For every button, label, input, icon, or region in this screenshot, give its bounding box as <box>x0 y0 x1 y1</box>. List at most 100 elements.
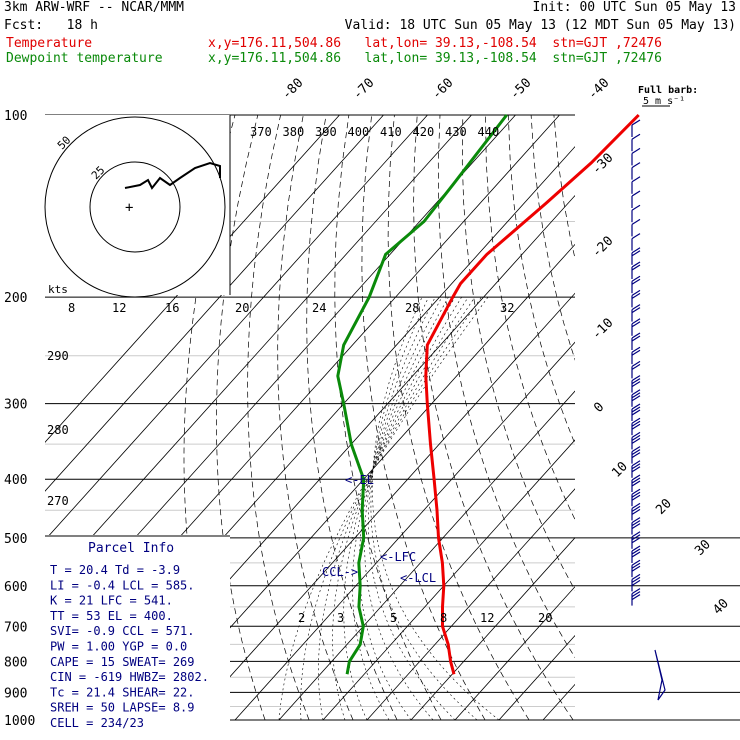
isotherm-top-label: 28 <box>405 301 419 315</box>
wind-barb <box>631 304 641 322</box>
wind-barb <box>631 474 641 492</box>
wind-barb <box>631 332 641 350</box>
pressure-tick-label: 900 <box>4 686 27 701</box>
isotherm-label: -70 <box>350 76 377 103</box>
temperature-legend-info: x,y=176.11,504.86 lat,lon= 39.13,-108.54… <box>208 36 662 51</box>
isotherm-top-label: 20 <box>235 301 249 315</box>
wind-barb <box>631 147 641 166</box>
wind-barb <box>631 119 641 137</box>
moist-adiabat <box>300 296 482 720</box>
barb-legend-value: 5 m s⁻¹ <box>643 96 685 107</box>
wind-barb <box>631 204 641 223</box>
isotherm-label: -20 <box>589 234 616 261</box>
lfc-marker: <-LFC <box>380 550 416 564</box>
isotherm-line <box>410 537 575 720</box>
dry-adiabat <box>387 115 530 720</box>
temperature-line <box>424 113 640 675</box>
wind-barb <box>631 247 641 265</box>
isotherm-label: 10 <box>609 459 631 481</box>
theta-label: 430 <box>445 125 467 139</box>
pressure-tick-label: 200 <box>4 291 27 306</box>
parcel-info-row: TT = 53 EL = 400. <box>50 609 173 623</box>
wind-barb <box>631 261 641 279</box>
theta-label: 390 <box>315 125 337 139</box>
parcel-info-row: PW = 1.00 YGP = 0.0 <box>50 640 187 654</box>
isotherm-label: -30 <box>589 151 616 178</box>
wind-barb <box>631 588 641 606</box>
parcel-info-row: K = 21 LFC = 541. <box>50 594 173 608</box>
wind-barb <box>631 531 641 549</box>
moist-adiabat <box>372 296 500 720</box>
el-marker: <-EL <box>345 473 374 487</box>
isotherm-line <box>234 341 575 720</box>
wind-barb <box>631 502 641 521</box>
isotherm-line <box>45 115 428 541</box>
isotherm-line <box>278 390 575 720</box>
isotherm-label: 0 <box>591 400 607 416</box>
dry-adiabat <box>277 115 354 720</box>
wind-barb <box>631 318 641 336</box>
dry-adiabat <box>437 115 575 659</box>
isotherm-line <box>45 115 472 590</box>
dry-adiabat <box>485 115 575 521</box>
isotherm-top-label: 32 <box>500 301 514 315</box>
wind-barb <box>631 218 641 237</box>
isotherm-line <box>322 439 575 720</box>
mixing-ratio-label: 2 <box>298 611 305 625</box>
ccl-marker: CCL-> <box>322 565 358 579</box>
valid-time: Valid: 18 UTC Sun 05 May 13 (12 MDT Sun … <box>344 18 736 33</box>
dry-adiabat <box>645 115 740 720</box>
theta-label: 410 <box>380 125 402 139</box>
model-title: 3km ARW-WRF -- NCAR/MMM <box>4 0 185 15</box>
parcel-info-row: SREH = 50 LAPSE= 8.9 <box>50 701 195 715</box>
wind-barb <box>631 417 641 436</box>
init-time: Init: 00 UTC Sun 05 May 13 <box>532 0 737 15</box>
wind-barb <box>631 176 641 194</box>
wind-barb <box>631 517 641 535</box>
dry-adiabat <box>691 115 740 720</box>
moist-adiabat <box>278 296 489 720</box>
isotherm-top-label: 16 <box>165 301 179 315</box>
pressure-tick-label: 1000 <box>4 714 35 729</box>
pressure-tick-label: 700 <box>4 620 27 635</box>
moist-adiabat <box>358 296 449 720</box>
hodograph-trace <box>124 161 221 190</box>
temperature-legend-label: Temperature <box>6 36 93 51</box>
mixing-ratio-label: 12 <box>480 611 494 625</box>
isotherm-label: -50 <box>507 76 534 103</box>
dry-adiabat <box>530 115 575 361</box>
wind-barb <box>631 545 641 563</box>
hodograph-ring-25 <box>89 161 181 253</box>
left-theta-label: 290 <box>47 349 69 363</box>
parcel-info-title: Parcel Info <box>88 541 174 556</box>
dry-adiabat <box>461 115 575 591</box>
wind-barb <box>631 460 641 478</box>
dewpoint-legend-label: Dewpoint temperature <box>6 51 163 66</box>
theta-label: 420 <box>413 125 435 139</box>
parcel-info-row: T = 20.4 Td = -3.9 <box>50 563 180 577</box>
pressure-tick-label: 100 <box>4 109 27 124</box>
wind-barb <box>631 559 641 578</box>
parcel-info-row: LI = -0.4 LCL = 585. <box>50 578 195 592</box>
wind-barb <box>631 275 641 294</box>
dry-adiabat <box>668 115 740 720</box>
dry-adiabat <box>507 115 575 445</box>
isotherm-label: -60 <box>429 76 456 103</box>
hodograph-origin: + <box>125 200 133 216</box>
wind-barb <box>631 289 641 308</box>
pressure-tick-label: 500 <box>4 532 27 547</box>
isotherm-line <box>498 634 575 720</box>
pressure-tick-label: 800 <box>4 655 27 670</box>
mixing-ratio-label: 20 <box>538 611 552 625</box>
parcel-info-row: CIN = -619 HWBZ= 2802. <box>50 670 209 684</box>
wind-barb-cluster <box>654 649 666 701</box>
left-theta-label: 270 <box>47 494 69 508</box>
lcl-marker: <-LCL <box>400 571 436 585</box>
isotherm-line <box>366 488 575 720</box>
moist-adiabat <box>352 296 456 720</box>
pressure-tick-label: 400 <box>4 473 27 488</box>
dewpoint-legend-info: x,y=176.11,504.86 lat,lon= 39.13,-108.54… <box>208 51 662 66</box>
pressure-tick-label: 300 <box>4 398 27 413</box>
dry-adiabat <box>413 115 574 720</box>
